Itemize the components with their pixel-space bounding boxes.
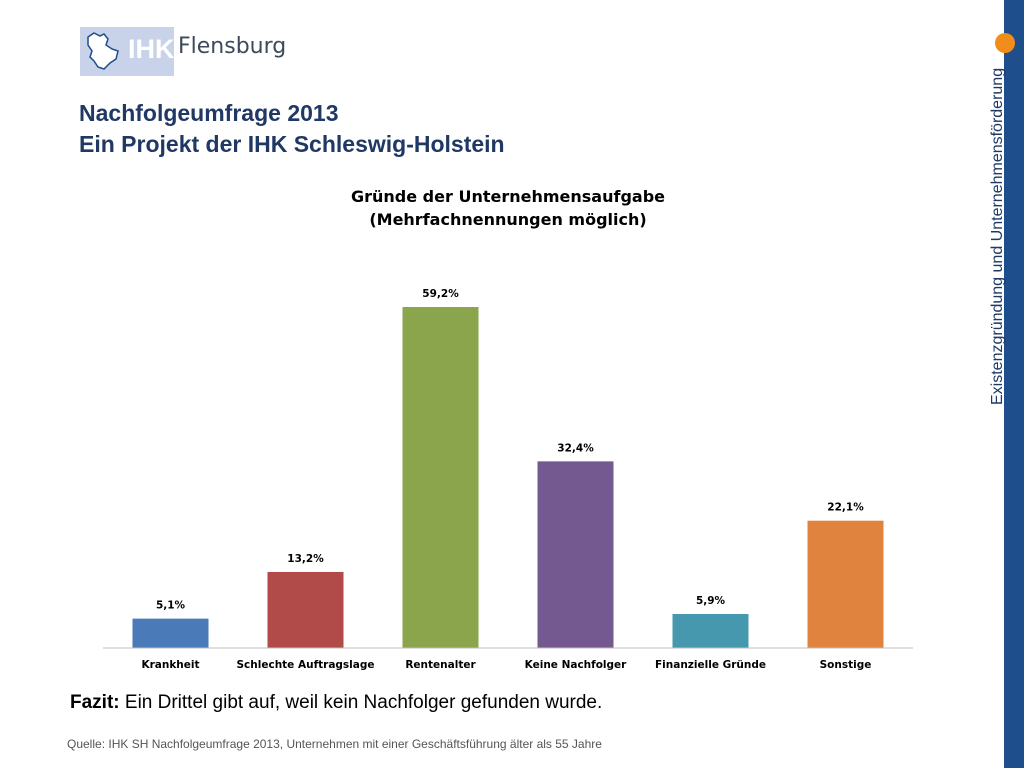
logo-city: Flensburg bbox=[178, 34, 287, 59]
bar-0 bbox=[132, 618, 209, 648]
value-label-0: 5,1% bbox=[156, 600, 186, 612]
schleswig-holstein-map-icon bbox=[87, 32, 119, 70]
bar-4 bbox=[672, 614, 749, 648]
conclusion: Fazit: Ein Drittel gibt auf, weil kein N… bbox=[70, 692, 602, 714]
value-label-5: 22,1% bbox=[827, 502, 864, 514]
category-label-4: Finanzielle Gründe bbox=[655, 659, 766, 671]
category-label-1: Schlechte Auftragslage bbox=[236, 659, 374, 671]
accent-dot bbox=[995, 33, 1015, 53]
category-label-3: Keine Nachfolger bbox=[525, 659, 628, 671]
value-label-3: 32,4% bbox=[557, 442, 594, 454]
bar-3 bbox=[537, 461, 614, 648]
ihk-logo: IHK bbox=[80, 27, 175, 76]
bar-5 bbox=[807, 520, 884, 648]
page-subtitle: Ein Projekt der IHK Schleswig-Holstein bbox=[79, 131, 505, 157]
category-label-0: Krankheit bbox=[141, 659, 199, 671]
value-label-4: 5,9% bbox=[696, 595, 726, 607]
chart-title: Gründe der Unternehmensaufgabe bbox=[351, 187, 665, 206]
page-title: Nachfolgeumfrage 2013 bbox=[79, 100, 339, 126]
value-label-1: 13,2% bbox=[287, 553, 324, 565]
category-label-2: Rentenalter bbox=[405, 659, 476, 671]
conclusion-label: Fazit: bbox=[70, 692, 120, 713]
side-accent-bar bbox=[1004, 0, 1024, 768]
bar-2 bbox=[402, 307, 479, 648]
source-note: Quelle: IHK SH Nachfolgeumfrage 2013, Un… bbox=[67, 737, 602, 751]
value-label-2: 59,2% bbox=[422, 288, 459, 300]
bar-1 bbox=[267, 571, 344, 648]
chart-subtitle: (Mehrfachnennungen möglich) bbox=[369, 210, 646, 229]
conclusion-text: Ein Drittel gibt auf, weil kein Nachfolg… bbox=[124, 692, 603, 713]
logo-text: IHK bbox=[128, 34, 175, 64]
category-label-5: Sonstige bbox=[820, 659, 872, 671]
